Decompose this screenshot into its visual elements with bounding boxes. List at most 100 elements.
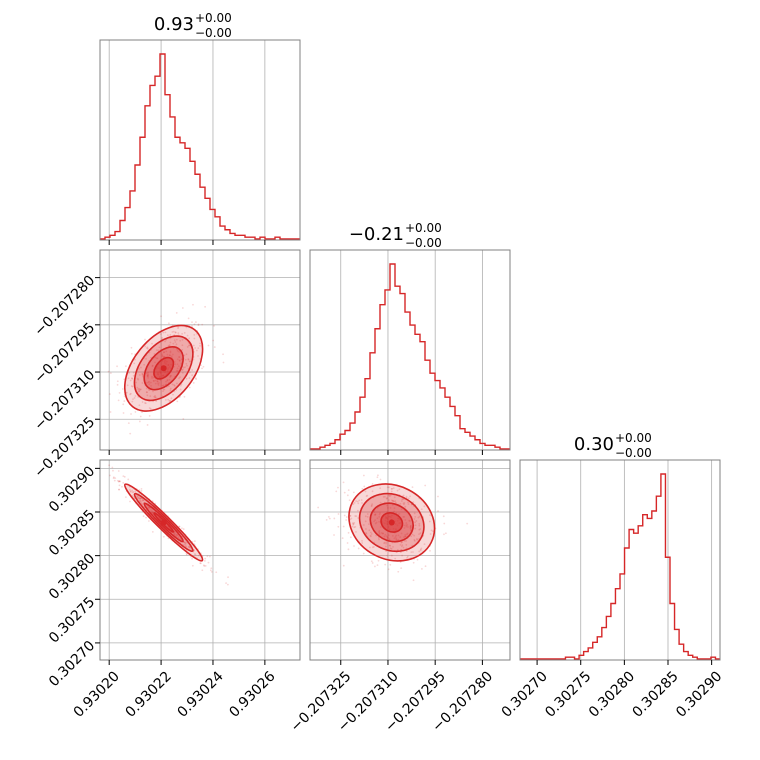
title-value: 0.30 [574, 434, 614, 455]
sample-point [351, 525, 354, 528]
sample-point [416, 558, 419, 561]
sample-point [429, 549, 431, 552]
sample-point [386, 506, 389, 509]
sample-point [206, 555, 209, 558]
sample-point [397, 534, 400, 537]
sample-point [169, 376, 172, 378]
contour-peak [160, 365, 167, 372]
sample-point [414, 516, 417, 518]
sample-point [152, 511, 154, 513]
sample-point [169, 389, 172, 392]
sample-point [191, 325, 193, 327]
sample-point [207, 561, 210, 564]
sample-point [412, 579, 415, 582]
sample-point [166, 368, 169, 371]
sample-point [175, 312, 178, 314]
sample-point [361, 542, 364, 544]
sample-point [178, 359, 181, 362]
sample-point [388, 495, 391, 498]
hist-title-1: −0.21 +0.00−0.00 [349, 221, 442, 250]
sample-point [177, 365, 180, 368]
sample-point [386, 554, 389, 557]
sample-point [138, 420, 141, 423]
sample-point [387, 534, 390, 537]
sample-point [363, 485, 366, 488]
sample-point [173, 533, 176, 536]
sample-point [193, 333, 196, 336]
sample-point [181, 332, 184, 335]
sample-point [134, 490, 137, 493]
sample-point [112, 469, 114, 472]
sample-point [387, 568, 390, 571]
sample-point [350, 517, 353, 520]
hist-frame [99, 39, 301, 241]
sample-point [370, 504, 373, 507]
sample-point [419, 532, 422, 535]
sample-point [146, 346, 149, 349]
sample-point [373, 511, 376, 513]
sample-point [222, 353, 224, 356]
sample-point [406, 555, 409, 558]
sample-point [141, 401, 144, 403]
sample-point [349, 515, 352, 517]
sample-point [156, 373, 159, 375]
sample-point [405, 547, 408, 550]
sample-point [402, 498, 404, 500]
sample-point [191, 374, 194, 377]
sample-point [121, 485, 123, 488]
sample-point [116, 380, 119, 383]
sample-point [399, 502, 402, 505]
sample-point [423, 505, 426, 508]
sample-point [129, 500, 131, 503]
sample-point [130, 346, 133, 349]
sample-point [394, 557, 397, 560]
sample-point [185, 353, 188, 356]
sample-point [124, 365, 127, 368]
sample-point [159, 518, 162, 521]
sample-point [182, 418, 185, 420]
sample-point [345, 519, 348, 521]
x-tick-label: 0.30280 [586, 668, 638, 720]
sample-point [208, 555, 211, 558]
sample-point [117, 399, 120, 402]
sample-point [179, 538, 182, 540]
y-tick-label: 0.30275 [46, 594, 98, 646]
sample-point [138, 497, 140, 499]
sample-point [390, 547, 393, 550]
sample-point [388, 494, 390, 497]
sample-point [142, 499, 145, 502]
sample-point [203, 565, 206, 567]
sample-point [161, 353, 163, 356]
title-plus: +0.00 [615, 431, 652, 445]
sample-point [393, 537, 396, 540]
sample-point [167, 344, 170, 347]
sample-point [365, 531, 367, 534]
sample-point [176, 370, 179, 372]
sample-point [202, 365, 205, 368]
sample-point [437, 495, 439, 498]
sample-point [131, 377, 133, 380]
sample-point [189, 546, 191, 549]
sample-point [370, 560, 373, 563]
sample-point [383, 522, 386, 525]
sample-point [412, 551, 414, 553]
sample-point [360, 499, 363, 501]
sample-point [397, 517, 399, 520]
sample-point [148, 389, 151, 391]
sample-point [430, 529, 433, 532]
sample-point [356, 509, 359, 512]
sample-point [184, 541, 186, 544]
sample-point [137, 396, 140, 398]
sample-point [398, 522, 401, 525]
sample-point [365, 495, 368, 498]
sample-point [187, 344, 190, 347]
sample-point [400, 567, 403, 570]
sample-point [147, 506, 150, 509]
sample-point [387, 526, 390, 528]
sample-point [413, 518, 416, 520]
sample-point [409, 495, 411, 498]
sample-point [122, 403, 125, 406]
sample-point [124, 496, 127, 499]
sample-point [400, 500, 403, 502]
sample-point [377, 537, 380, 539]
